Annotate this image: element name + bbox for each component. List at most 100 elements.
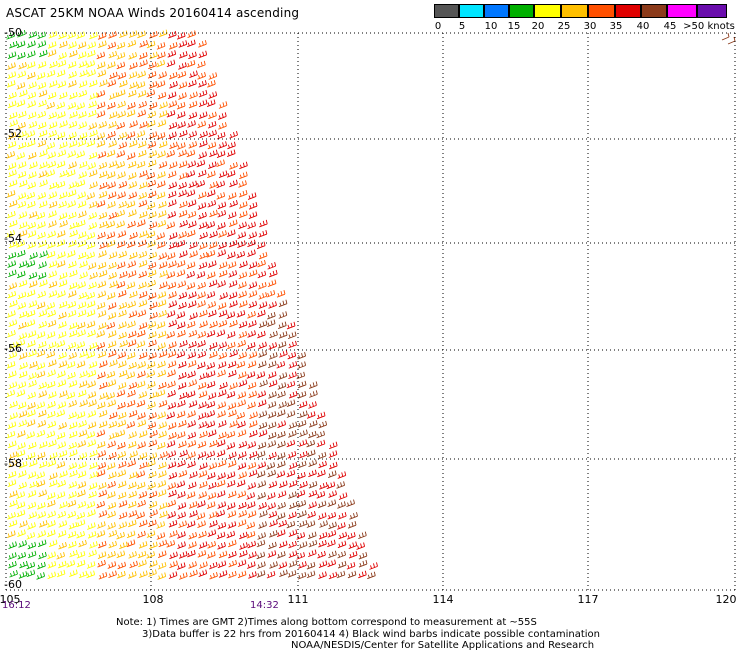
wind-barb (306, 449, 316, 458)
wind-barb (97, 551, 107, 559)
wind-barb (188, 531, 198, 540)
wind-barb (316, 439, 326, 448)
wind-barb (138, 299, 148, 308)
wind-barb (79, 69, 88, 78)
wind-barb (107, 302, 117, 310)
wind-barb (97, 280, 107, 289)
wind-barb (227, 251, 236, 260)
wind-barb (178, 469, 188, 478)
wind-barb (257, 399, 267, 408)
wind-barb (358, 551, 368, 560)
wind-barb (37, 231, 46, 240)
wind-barb (108, 271, 117, 280)
wind-barb (107, 440, 116, 449)
wind-barb (27, 409, 36, 418)
wind-barb (129, 81, 138, 90)
wind-barb (318, 560, 328, 569)
wind-barb (68, 462, 78, 470)
wind-barb (227, 211, 237, 220)
wind-barb (9, 499, 18, 508)
wind-barb (268, 269, 278, 278)
wind-barb (68, 352, 77, 360)
wind-barb (86, 501, 96, 509)
wind-barb (278, 540, 288, 549)
wind-barb (9, 341, 18, 349)
wind-barb (77, 501, 87, 509)
wind-barb (107, 41, 117, 50)
wind-barb (77, 329, 86, 338)
wind-barb (147, 261, 157, 270)
wind-barb (226, 502, 236, 510)
legend-tick-3: 15 (507, 21, 521, 32)
wind-barb (27, 100, 36, 108)
wind-barb (267, 371, 277, 379)
wind-barb (158, 29, 168, 38)
wind-barb (277, 502, 286, 510)
note-line-2: 3)Data buffer is 22 hrs from 20160414 4)… (142, 628, 600, 640)
wind-barb (139, 59, 148, 67)
wind-barb (37, 40, 47, 48)
wind-barb (176, 431, 186, 439)
wind-barb (136, 81, 146, 89)
wind-barb (188, 340, 197, 349)
wind-barb (218, 351, 228, 360)
wind-barb (59, 120, 68, 128)
wind-barb (307, 510, 316, 519)
wind-barb (148, 500, 158, 509)
wind-barb (127, 220, 136, 229)
wind-barb (276, 470, 286, 479)
wind-barb (36, 471, 46, 480)
wind-barb (128, 471, 138, 480)
wind-barb (288, 430, 297, 438)
wind-barb (96, 341, 106, 350)
wind-barb (78, 380, 88, 388)
wind-barb (138, 281, 147, 290)
wind-barb (168, 71, 178, 80)
wind-barb (38, 320, 47, 329)
wind-barb (178, 40, 188, 48)
wind-barb (97, 540, 107, 549)
wind-barb (207, 141, 217, 150)
wind-barb (188, 561, 197, 569)
wind-barb (36, 72, 46, 80)
wind-barb (48, 130, 57, 138)
wind-barb (256, 470, 266, 478)
wind-barb (68, 380, 78, 388)
wind-barb (96, 110, 106, 118)
wind-barb (16, 501, 26, 510)
wind-barb (58, 321, 67, 329)
wind-barb (177, 329, 186, 338)
wind-barb (268, 379, 278, 388)
wind-barb (157, 51, 166, 60)
wind-barb (238, 180, 247, 188)
wind-barb (137, 309, 147, 318)
legend-tick-2: 10 (484, 21, 498, 32)
wind-barb (97, 290, 107, 299)
wind-barb (78, 132, 88, 140)
wind-barb (118, 141, 128, 150)
wind-barbs-layer (6, 29, 736, 580)
wind-barb (278, 519, 287, 528)
wind-barb (198, 242, 208, 250)
wind-barb (267, 440, 277, 448)
wind-barb (17, 192, 27, 200)
wind-barb (267, 431, 277, 440)
wind-barb (27, 471, 37, 479)
wind-barb (188, 100, 198, 109)
wind-barb (207, 541, 217, 549)
wind-barb (78, 121, 88, 129)
wind-barb (49, 472, 58, 480)
wind-barb (268, 451, 277, 460)
wind-barb (169, 560, 178, 569)
wind-barb (308, 469, 317, 478)
wind-barb (238, 320, 248, 329)
wind-barb (98, 489, 108, 498)
wind-barb (28, 280, 38, 288)
wind-barb (9, 451, 18, 459)
wind-barb (108, 160, 118, 169)
wind-barb (6, 151, 16, 159)
wind-barb (27, 71, 36, 80)
wind-barb (358, 559, 368, 568)
wind-barb (67, 61, 77, 69)
wind-barb (57, 59, 67, 68)
